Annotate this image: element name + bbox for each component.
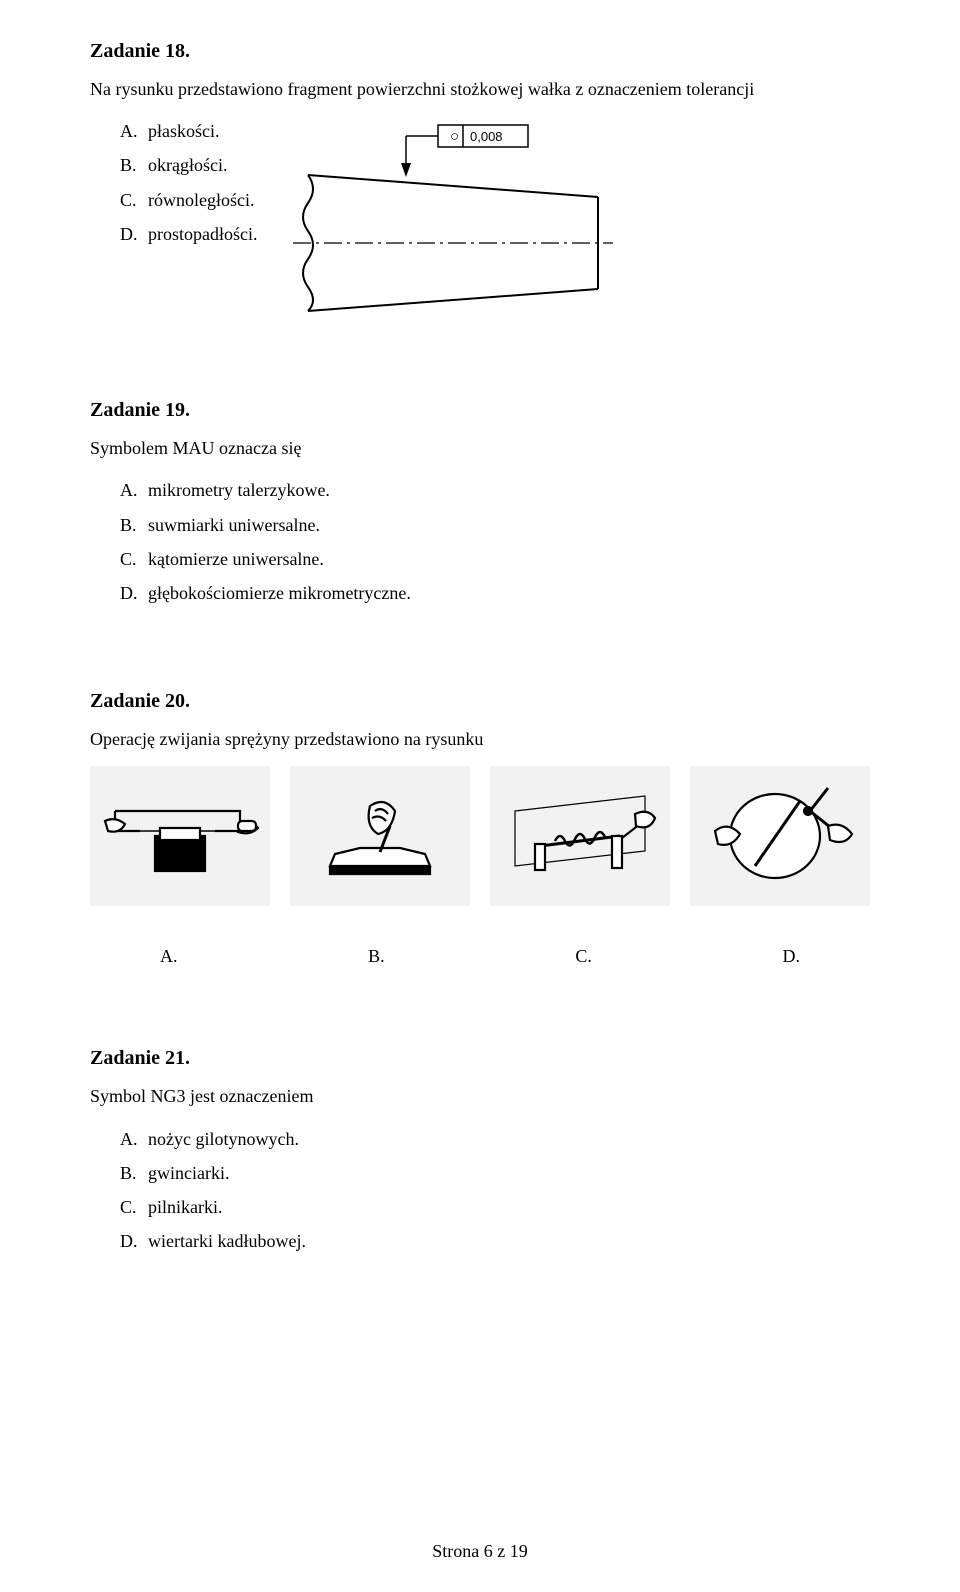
option-text: kątomierze uniwersalne. bbox=[148, 542, 324, 576]
task-21: Zadanie 21. Symbol NG3 jest oznaczeniem … bbox=[90, 1047, 870, 1258]
image-a bbox=[90, 766, 270, 906]
task-21-options: A. nożyc gilotynowych. B. gwinciarki. C.… bbox=[120, 1122, 870, 1259]
option-text: suwmiarki uniwersalne. bbox=[148, 508, 320, 542]
option-text: prostopadłości. bbox=[148, 217, 258, 251]
task-18: Zadanie 18. Na rysunku przedstawiono fra… bbox=[90, 40, 870, 319]
option-d: D. wiertarki kadłubowej. bbox=[120, 1224, 870, 1258]
option-text: mikrometry talerzykowe. bbox=[148, 473, 330, 507]
option-text: nożyc gilotynowych. bbox=[148, 1122, 299, 1156]
option-letter: A. bbox=[120, 114, 148, 148]
option-text: wiertarki kadłubowej. bbox=[148, 1224, 306, 1258]
label-b: B. bbox=[368, 946, 385, 967]
option-d: D. głębokościomierze mikrometryczne. bbox=[120, 576, 870, 610]
task-20-images bbox=[90, 766, 870, 906]
option-b: B. gwinciarki. bbox=[120, 1156, 870, 1190]
option-c: C. pilnikarki. bbox=[120, 1190, 870, 1224]
option-text: równoległości. bbox=[148, 183, 254, 217]
option-text: gwinciarki. bbox=[148, 1156, 229, 1190]
task-19: Zadanie 19. Symbolem MAU oznacza się A. … bbox=[90, 399, 870, 610]
option-letter: C. bbox=[120, 1190, 148, 1224]
tolerance-diagram: ○ 0,008 bbox=[288, 119, 618, 319]
task-19-question: Symbolem MAU oznacza się bbox=[90, 436, 870, 461]
option-letter: D. bbox=[120, 217, 148, 251]
option-letter: B. bbox=[120, 148, 148, 182]
option-letter: D. bbox=[120, 576, 148, 610]
option-text: głębokościomierze mikrometryczne. bbox=[148, 576, 411, 610]
task-20-title: Zadanie 20. bbox=[90, 690, 870, 713]
option-letter: B. bbox=[120, 1156, 148, 1190]
task-19-options: A. mikrometry talerzykowe. B. suwmiarki … bbox=[120, 473, 870, 610]
option-b: B. okrągłości. bbox=[120, 148, 258, 182]
label-a: A. bbox=[160, 946, 178, 967]
task-20: Zadanie 20. Operację zwijania sprężyny p… bbox=[90, 690, 870, 967]
option-a: A. mikrometry talerzykowe. bbox=[120, 473, 870, 507]
option-c: C. kątomierze uniwersalne. bbox=[120, 542, 870, 576]
option-text: płaskości. bbox=[148, 114, 220, 148]
task-18-options: A. płaskości. B. okrągłości. C. równoleg… bbox=[120, 114, 258, 251]
tolerance-symbol-text: ○ bbox=[450, 128, 459, 145]
task-21-title: Zadanie 21. bbox=[90, 1047, 870, 1070]
task-18-question: Na rysunku przedstawiono fragment powier… bbox=[90, 77, 870, 102]
task-20-question: Operację zwijania sprężyny przedstawiono… bbox=[90, 727, 870, 752]
label-c: C. bbox=[575, 946, 592, 967]
image-c bbox=[490, 766, 670, 906]
option-letter: D. bbox=[120, 1224, 148, 1258]
option-letter: A. bbox=[120, 473, 148, 507]
option-letter: B. bbox=[120, 508, 148, 542]
task-20-labels: A. B. C. D. bbox=[90, 946, 870, 967]
option-c: C. równoległości. bbox=[120, 183, 258, 217]
image-b bbox=[290, 766, 470, 906]
option-letter: C. bbox=[120, 183, 148, 217]
option-text: pilnikarki. bbox=[148, 1190, 223, 1224]
option-d: D. prostopadłości. bbox=[120, 217, 258, 251]
image-d bbox=[690, 766, 870, 906]
task-21-question: Symbol NG3 jest oznaczeniem bbox=[90, 1084, 870, 1109]
option-letter: C. bbox=[120, 542, 148, 576]
tolerance-value-text: 0,008 bbox=[470, 129, 503, 144]
option-b: B. suwmiarki uniwersalne. bbox=[120, 508, 870, 542]
page-footer: Strona 6 z 19 bbox=[0, 1541, 960, 1562]
option-letter: A. bbox=[120, 1122, 148, 1156]
label-d: D. bbox=[783, 946, 801, 967]
option-a: A. płaskości. bbox=[120, 114, 258, 148]
task-18-title: Zadanie 18. bbox=[90, 40, 870, 63]
task-19-title: Zadanie 19. bbox=[90, 399, 870, 422]
option-a: A. nożyc gilotynowych. bbox=[120, 1122, 870, 1156]
option-text: okrągłości. bbox=[148, 148, 227, 182]
